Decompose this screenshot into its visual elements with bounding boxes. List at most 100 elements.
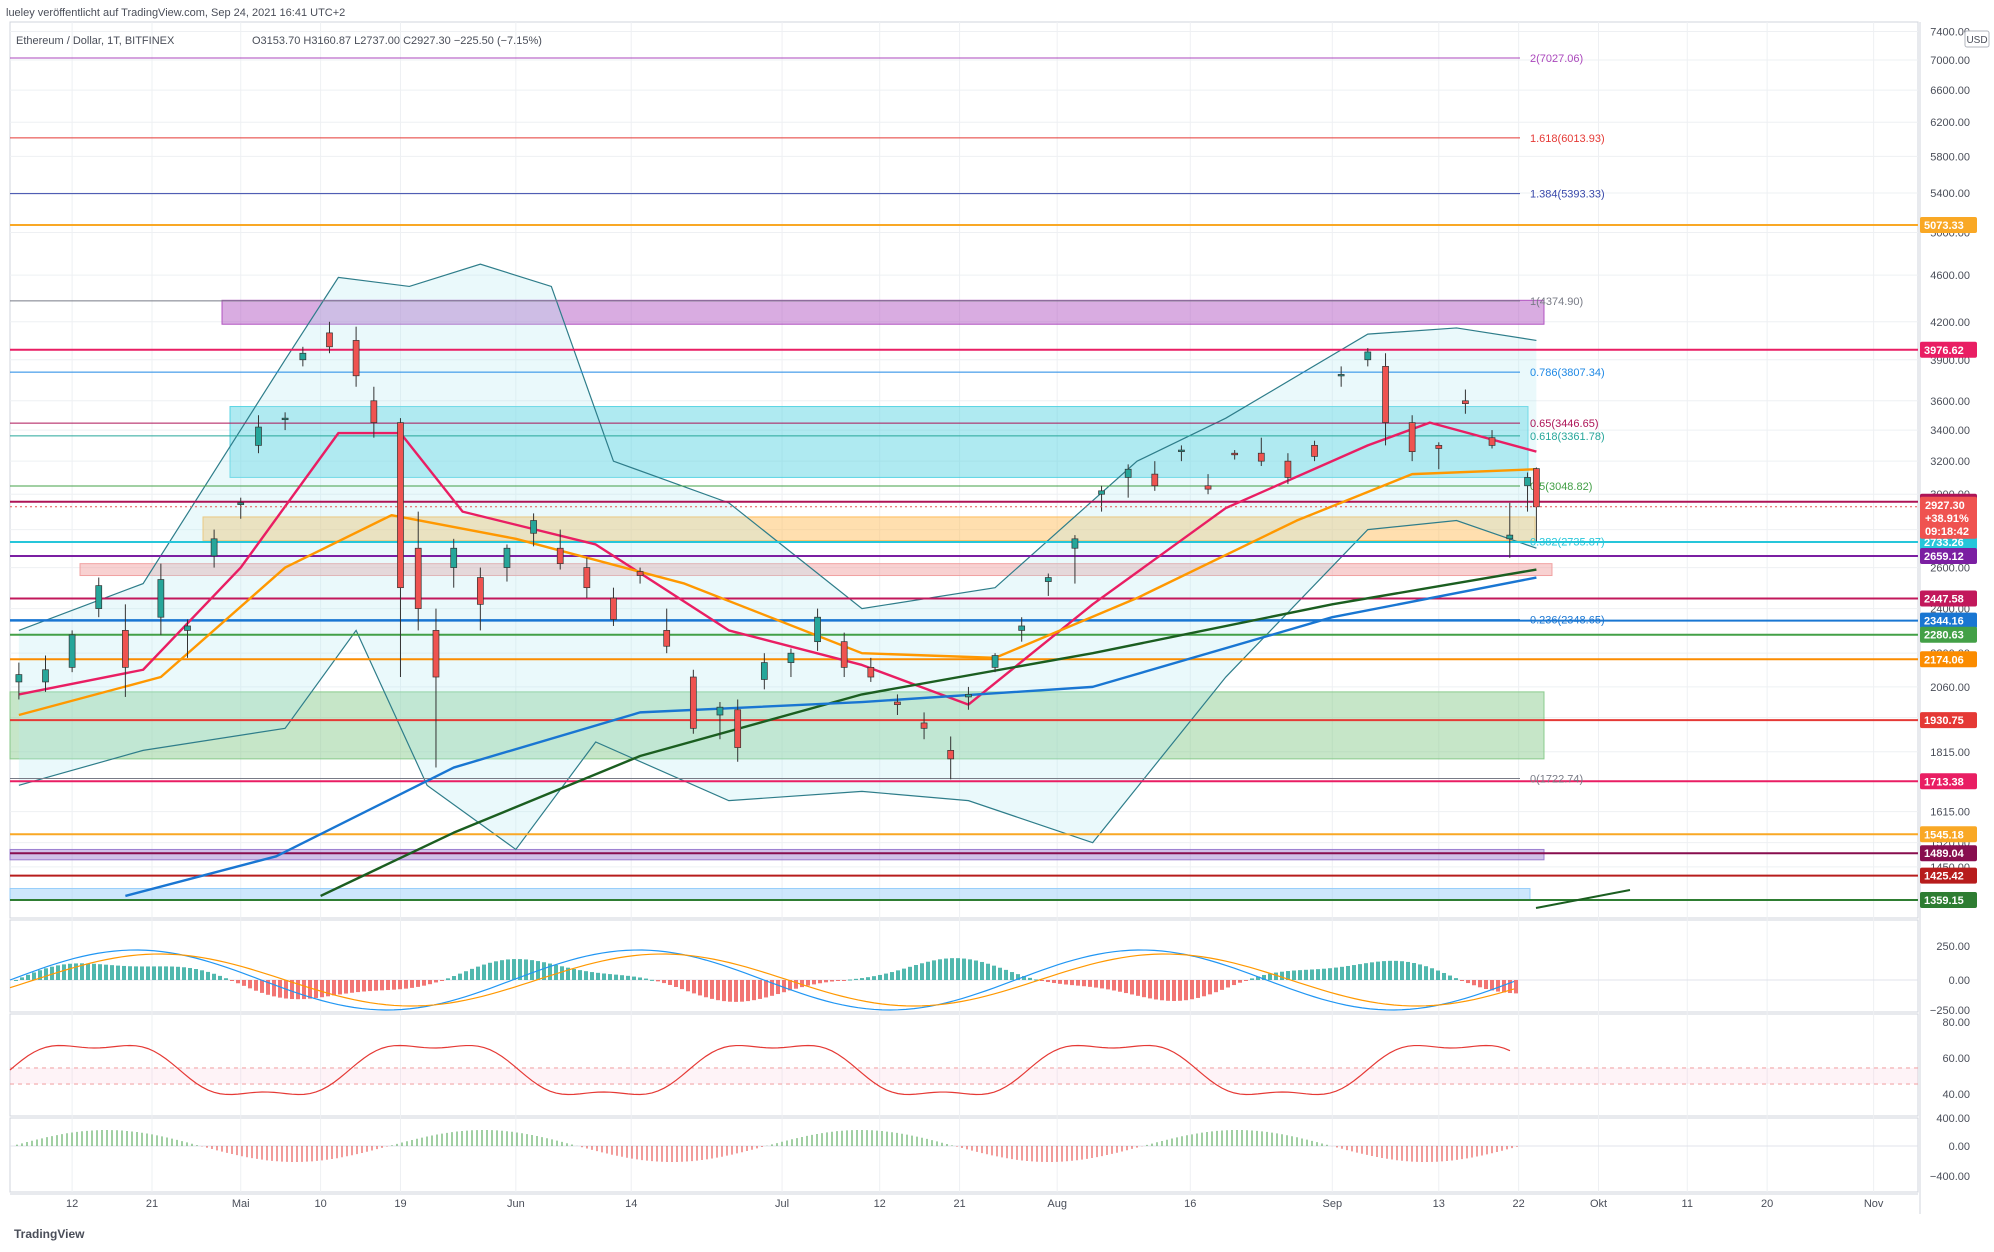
macd-line — [9, 949, 1515, 1011]
time-axis-label: Jun — [507, 1198, 525, 1210]
candle-body — [1462, 400, 1469, 405]
macd-histogram-bar — [26, 974, 30, 980]
macd-histogram-bar — [1502, 980, 1506, 993]
moving-average-line — [125, 576, 1537, 898]
macd-histogram-bar — [308, 980, 312, 999]
time-axis-label: Okt — [1590, 1198, 1607, 1210]
price-zone — [221, 299, 1545, 325]
price-axis-tick: 1615.00 — [1930, 807, 1970, 819]
macd-histogram-bar — [1040, 980, 1044, 981]
trend-line — [1535, 889, 1631, 909]
macd-histogram-bar — [152, 966, 156, 980]
price-level-badge-bg — [1920, 612, 1977, 629]
macd-histogram-bar — [1256, 976, 1260, 980]
macd-histogram-bar — [1340, 966, 1344, 980]
macd-histogram-bar — [32, 972, 36, 980]
macd-histogram-bar — [170, 966, 174, 980]
bollinger-upper-line — [18, 263, 1537, 631]
macd-histogram-bar — [1292, 970, 1296, 980]
macd-histogram-bar — [776, 980, 780, 995]
macd-histogram-bar — [1154, 980, 1158, 1000]
macd-histogram-bar — [200, 970, 204, 980]
candle-body — [1435, 445, 1443, 449]
macd-histogram-bar — [560, 966, 564, 980]
macd-histogram-bar — [230, 980, 234, 981]
fib-level-label: 0.236(2348.65) — [1530, 615, 1605, 627]
candle — [281, 412, 289, 431]
macd-histogram-bar — [782, 980, 786, 993]
macd-histogram-bar — [644, 978, 648, 980]
macd-histogram-bar — [1058, 980, 1062, 984]
macd-histogram-bar — [302, 980, 306, 1000]
macd-histogram-bar — [962, 958, 966, 980]
time-axis-label: 22 — [1513, 1198, 1525, 1210]
macd-histogram-bar — [584, 971, 588, 980]
candle-body — [894, 701, 901, 705]
price-level-badge: 2447.58 — [1924, 594, 1964, 606]
candle — [184, 619, 191, 658]
macd-histogram-bar — [860, 978, 864, 980]
macd-histogram-bar — [920, 963, 924, 980]
candle-body — [965, 694, 972, 698]
macd-histogram-bar — [20, 977, 24, 980]
candle-body — [1408, 422, 1416, 452]
candle — [1044, 573, 1052, 596]
macd-histogram-bar — [818, 980, 822, 984]
macd-histogram-bar — [1220, 980, 1224, 990]
macd-histogram-bar — [1130, 980, 1134, 995]
macd-histogram-bar — [1160, 980, 1164, 1001]
price-level-badge-bg — [1920, 773, 1977, 790]
macd-histogram-bar — [1346, 965, 1350, 980]
macd-histogram-bar — [542, 962, 546, 980]
price-axis-tick: 2400.00 — [1930, 604, 1970, 616]
rsi-axis-tick: 60.00 — [1942, 1053, 1970, 1065]
fib-level-label: 0.618(3361.78) — [1530, 431, 1605, 443]
candle-body — [610, 597, 617, 620]
candle-body — [1151, 473, 1159, 487]
macd-histogram-bar — [1076, 980, 1080, 986]
macd-histogram-bar — [392, 980, 396, 990]
symbol-title: Ethereum / Dollar, 1T, BITFINEX — [16, 35, 175, 47]
candle — [1284, 453, 1292, 485]
macd-histogram-bar — [932, 960, 936, 980]
candle — [1151, 461, 1159, 491]
candle-body — [1488, 437, 1496, 446]
macd-histogram-bar — [638, 977, 642, 980]
macd-histogram-bar — [242, 980, 246, 986]
macd-histogram-bar — [1382, 961, 1386, 980]
macd-histogram-bar — [1424, 966, 1428, 980]
macd-histogram-bar — [944, 958, 948, 980]
candle — [370, 386, 378, 438]
macd-histogram-bar — [842, 980, 846, 981]
macd-histogram-bar — [1370, 962, 1374, 980]
macd-histogram-bar — [1010, 972, 1014, 980]
macd-histogram-bar — [524, 959, 528, 980]
macd-histogram-bar — [1412, 963, 1416, 980]
time-axis-label: 19 — [394, 1198, 406, 1210]
candle-body — [663, 630, 671, 647]
macd-histogram-bar — [1112, 980, 1116, 991]
macd-histogram-bar — [1490, 980, 1494, 991]
price-level-badge: 1359.15 — [1924, 895, 1964, 907]
macd-histogram-bar — [182, 967, 186, 980]
candle-body — [760, 662, 768, 680]
candle-body — [734, 709, 742, 748]
moving-average-line — [18, 421, 1537, 706]
macd-histogram-bar — [1004, 969, 1008, 980]
macd-histogram-bar — [428, 980, 432, 985]
macd-histogram-bar — [374, 980, 378, 991]
macd-histogram-bar — [884, 973, 888, 980]
price-level-badge: 2733.26 — [1924, 537, 1964, 549]
candle — [636, 567, 644, 584]
macd-histogram-bar — [44, 968, 48, 980]
macd-histogram-bar — [1100, 980, 1104, 989]
time-axis-label: Nov — [1864, 1198, 1884, 1210]
fib-level-label: 0.5(3048.82) — [1530, 481, 1592, 493]
macd-histogram-bar — [134, 966, 138, 980]
fib-level-label: 0(1722.74) — [1530, 774, 1583, 786]
macd-histogram-bar — [224, 978, 228, 980]
macd-histogram-bar — [1232, 980, 1236, 986]
price-level-badge-bg — [1920, 867, 1977, 884]
macd-histogram-bar — [188, 967, 192, 980]
